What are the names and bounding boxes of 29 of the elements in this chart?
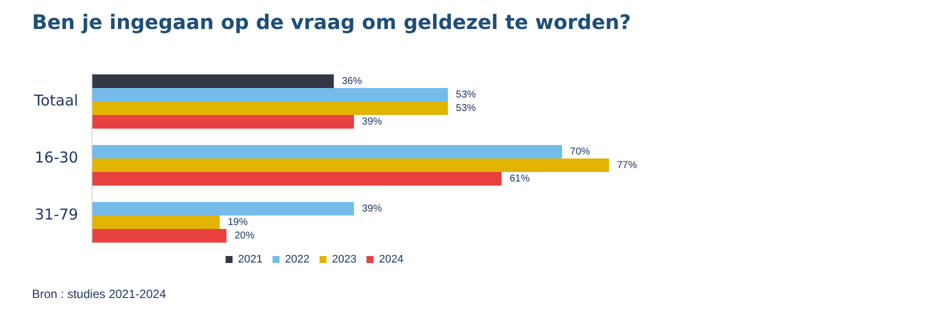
legend-label: 2022: [285, 254, 310, 266]
y-tick-label: Totaal: [32, 91, 78, 110]
data-label: 39%: [362, 116, 382, 128]
bar: [92, 144, 562, 158]
legend-label: 2023: [332, 254, 356, 266]
bar: [92, 216, 220, 230]
data-label: 39%: [362, 203, 382, 214]
data-label: 20%: [234, 230, 255, 242]
data-label: 61%: [510, 174, 530, 185]
data-label: 70%: [570, 146, 590, 158]
bar: [92, 115, 354, 129]
bar: [92, 74, 334, 88]
bar: [92, 172, 502, 186]
text: Bron : studies 2021-2024: [31, 286, 168, 301]
data-label: 53%: [456, 103, 476, 114]
bar: [92, 102, 448, 116]
data-label: 36%: [342, 76, 362, 87]
bar: [92, 158, 609, 172]
y-tick-label: 16-30: [34, 148, 78, 166]
legend-label: 2021: [238, 254, 263, 266]
bar: [92, 229, 226, 243]
chart-title: Ben je ingegaan op de vraag om geldezel te worden?: [31, 9, 632, 36]
bar: [92, 202, 354, 216]
y-tick-label: 31-79: [34, 205, 78, 224]
bar: [92, 88, 448, 102]
data-label: 77%: [617, 160, 638, 172]
legend-label: 2024: [378, 254, 404, 266]
data-label: 19%: [228, 217, 248, 228]
data-label: 53%: [456, 89, 476, 100]
